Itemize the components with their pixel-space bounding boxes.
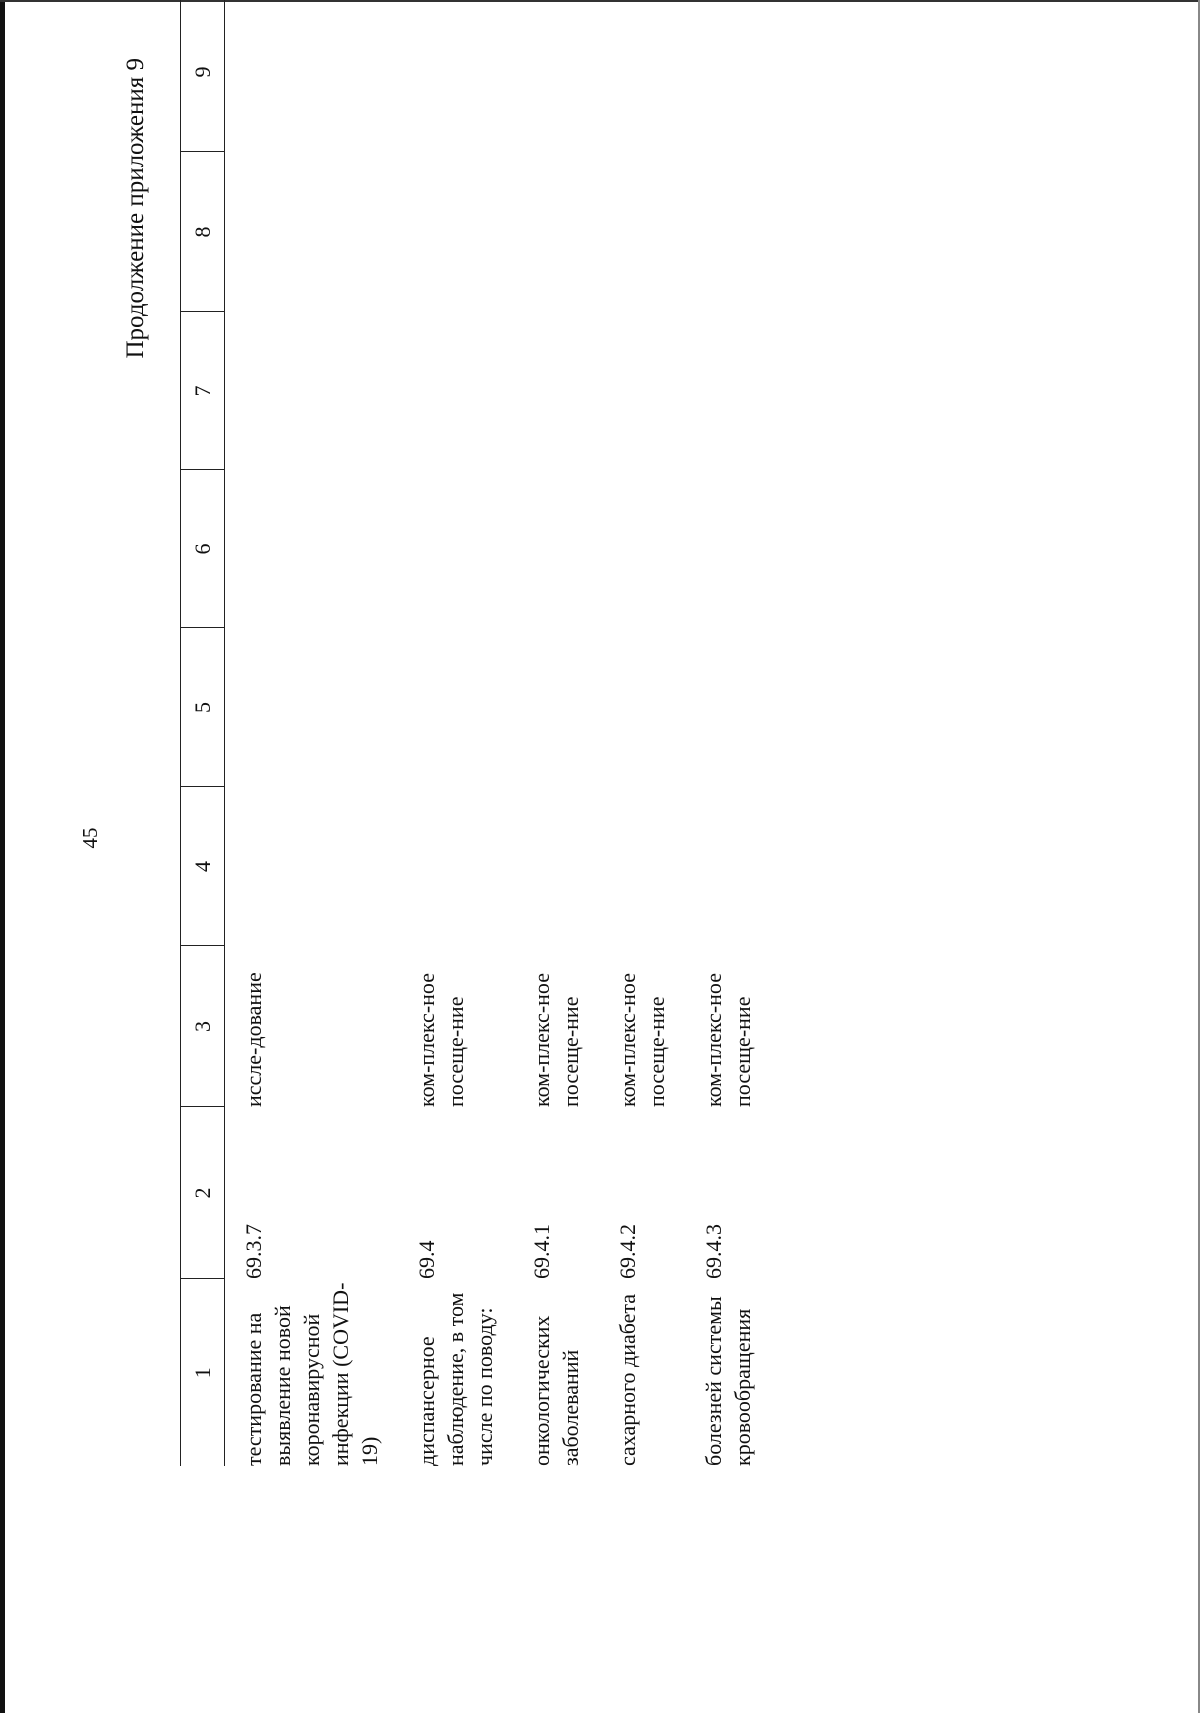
column-header-8: 8 xyxy=(180,152,225,312)
row-code: 69.4.3 xyxy=(701,1224,727,1279)
scan-edge-left xyxy=(0,0,5,1713)
table-row: болезней системы кровообращения 69.4.3 к… xyxy=(699,0,785,1466)
row-unit: ком-плекс-ное посеще-ние xyxy=(529,973,584,1107)
data-table: 1 2 3 4 5 6 7 8 9 10 тестирование на выя… xyxy=(180,0,785,1466)
row-name: диспансерное наблюдение, в том числе по … xyxy=(414,1292,498,1466)
row-unit: иссле-дование xyxy=(241,972,266,1107)
row-name: онкологических заболеваний xyxy=(529,1315,584,1466)
scan-edge-top xyxy=(0,0,1200,2)
row-unit: ком-плекс-ное посеще-ние xyxy=(615,973,670,1107)
column-header-4: 4 xyxy=(180,787,225,946)
row-unit: ком-плекс-ное посеще-ние xyxy=(701,973,756,1107)
column-header-9: 9 xyxy=(180,0,225,152)
table-row: сахарного диабета 69.4.2 ком-плекс-ное п… xyxy=(613,0,699,1466)
row-unit: ком-плекс-ное посеще-ние xyxy=(414,973,469,1107)
scan-edge-right xyxy=(1198,0,1200,1713)
row-code: 69.4.1 xyxy=(529,1224,555,1279)
column-header-7: 7 xyxy=(180,312,225,470)
page-number: 45 xyxy=(78,827,102,849)
table-row: тестирование на выявление новой коронави… xyxy=(225,0,413,1466)
table-row: диспансерное наблюдение, в том числе по … xyxy=(412,0,527,1466)
row-code: 69.3.7 xyxy=(241,1224,266,1279)
table-row: онкологических заболеваний 69.4.1 ком-пл… xyxy=(527,0,613,1466)
row-code: 69.4 xyxy=(414,1240,440,1280)
continuation-caption: Продолжение приложения 9 xyxy=(122,58,149,359)
row-name: тестирование на выявление новой коронави… xyxy=(241,1282,383,1466)
row-name: сахарного диабета xyxy=(615,1293,641,1466)
column-header-5: 5 xyxy=(180,628,225,787)
header-row: 1 2 3 4 5 6 7 8 9 10 xyxy=(180,0,225,1466)
column-header-1: 1 xyxy=(180,1279,225,1466)
row-name: болезней системы кровообращения xyxy=(701,1296,756,1466)
column-header-6: 6 xyxy=(180,470,225,628)
row-code: 69.4.2 xyxy=(615,1224,641,1279)
column-header-3: 3 xyxy=(180,946,225,1107)
column-header-2: 2 xyxy=(180,1107,225,1279)
